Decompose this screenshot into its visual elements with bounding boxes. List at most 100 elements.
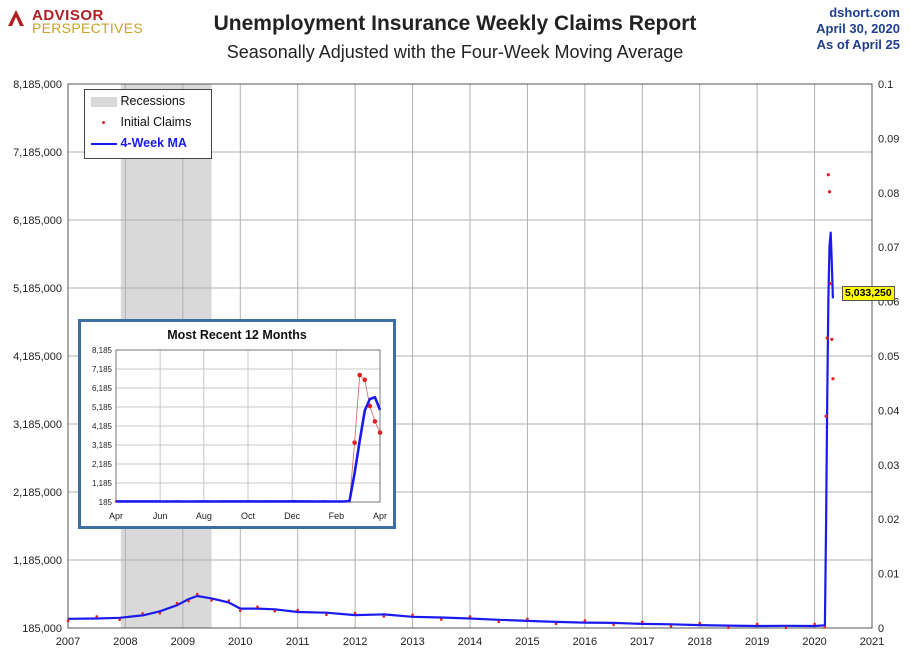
source-date: April 30, 2020	[816, 21, 900, 36]
advisor-perspectives-logo: ADVISOR PERSPECTIVES	[6, 6, 143, 40]
inset-title: Most Recent 12 Months	[167, 328, 307, 342]
inset-x-tick-label: Dec	[284, 511, 301, 521]
initial-claims-point	[325, 613, 328, 616]
x-tick-label: 2020	[802, 636, 826, 648]
x-tick-label: 2011	[286, 636, 310, 648]
inset-x-tick-label: Apr	[373, 511, 387, 521]
x-tick-label: 2007	[56, 636, 80, 648]
x-tick-label: 2016	[573, 636, 597, 648]
initial-claims-point	[826, 173, 830, 177]
x-tick-label: 2013	[400, 636, 424, 648]
recession-swatch	[91, 96, 117, 107]
y2-tick-label: 0.04	[878, 405, 899, 417]
y2-tick-label: 0.09	[878, 133, 899, 145]
initial-claims-point	[66, 619, 70, 623]
y2-tick-label: 0.05	[878, 351, 899, 363]
initial-claims-point	[296, 608, 300, 612]
y-tick-label: 185,000	[22, 623, 62, 635]
y-tick-label: 7,185,000	[13, 147, 62, 159]
y-tick-label: 8,185,000	[13, 79, 62, 91]
initial-claims-point	[273, 610, 277, 613]
inset-x-tick-label: Feb	[329, 511, 345, 521]
initial-claims-point	[256, 605, 259, 608]
initial-claims-point	[497, 620, 501, 624]
initial-claims-point	[95, 615, 99, 618]
initial-claims-point	[612, 623, 615, 627]
initial-claims-point	[831, 377, 835, 381]
plot-border	[67, 83, 873, 629]
y-tick-label: 2,185,000	[13, 487, 62, 499]
initial-claims-point	[824, 414, 828, 418]
initial-claims-point	[669, 624, 673, 628]
legend-item-recessions: Recessions	[91, 94, 185, 112]
legend-item-4-week-ma: 4-Week MA	[91, 136, 187, 154]
initial-claims-point	[187, 599, 190, 603]
initial-claims-point	[813, 622, 816, 626]
chart-subtitle: Seasonally Adjusted with the Four-Week M…	[226, 42, 684, 62]
x-tick-label: 2008	[113, 636, 137, 648]
inset-y-tick-label: 185	[99, 498, 113, 507]
inset-x-tick-label: Jun	[153, 511, 168, 521]
chart-title: Unemployment Insurance Weekly Claims Rep…	[213, 12, 697, 35]
initial-claims-point	[825, 336, 829, 340]
inset-initial-claims-point	[352, 440, 357, 445]
inset-x-tick-label: Oct	[241, 511, 256, 521]
legend-label: Recessions	[120, 94, 186, 108]
y-tick-label: 1,185,000	[13, 555, 62, 567]
x-tick-label: 2019	[745, 636, 769, 648]
initial-claims-point	[727, 626, 730, 629]
initial-claims-point	[755, 622, 759, 626]
y-tick-label: 5,185,000	[13, 283, 62, 295]
inset-initial-claims-point	[357, 372, 362, 378]
inset-panel: Most Recent 12 Months	[78, 319, 396, 529]
x-tick-label: 2009	[171, 636, 195, 648]
inset-y-tick-label: 7,185	[92, 365, 113, 374]
initial-claims-point	[210, 599, 213, 602]
initial-claims-point	[439, 618, 443, 621]
y2-tick-label: 0.02	[878, 514, 899, 526]
initial-claims-point	[554, 622, 558, 626]
inset-chart: 185 1,185 2,185 3,185 4,185 5,185 6,185 7,185 8,…	[92, 346, 387, 521]
y2-tick-label: 0.07	[878, 242, 899, 254]
claims-dot-swatch	[91, 118, 117, 128]
initial-claims-point	[829, 281, 833, 286]
initial-claims-point	[698, 621, 702, 625]
inset-y-tick-label: 4,185	[92, 422, 113, 431]
initial-claims-point	[640, 620, 644, 624]
y2-tick-label: 0.01	[878, 569, 899, 581]
legend-label: 4-Week MA	[120, 136, 187, 150]
source-site: dshort.com	[829, 5, 900, 20]
x-tick-label: 2017	[630, 636, 654, 648]
initial-claims-point	[175, 601, 179, 605]
y2-tick-label: 0.08	[878, 188, 899, 200]
initial-claims-point	[823, 625, 827, 629]
y-tick-label: 3,185,000	[13, 419, 62, 431]
x-tick-label: 2021	[860, 636, 884, 648]
initial-claims-point	[353, 611, 357, 615]
initial-claims-point	[784, 626, 788, 630]
x-tick-label: 2012	[343, 636, 367, 648]
initial-claims-point	[526, 617, 529, 621]
initial-claims-point	[583, 619, 587, 622]
logo-mark-icon	[8, 10, 24, 26]
ma-line-swatch	[91, 142, 117, 145]
y-tick-label: 4,185,000	[13, 351, 62, 363]
y2-tick-label: 0	[878, 623, 884, 635]
inset-initial-claims-point	[362, 377, 368, 383]
legend-item-initial-claims: Initial Claims	[91, 115, 191, 133]
initial-claims-point	[141, 612, 144, 615]
initial-claims-point	[468, 615, 472, 618]
x-tick-label: 2015	[515, 636, 539, 648]
logo-text-bottom: PERSPECTIVES	[32, 20, 143, 36]
latest-value-callout: 5,033,250	[842, 286, 895, 301]
series-line-4-week-ma	[67, 231, 834, 628]
inset-x-tick-label: Apr	[109, 511, 123, 521]
inset-y-tick-label: 1,185	[92, 479, 113, 488]
inset-y-tick-label: 2,185	[92, 460, 113, 469]
inset-x-tick-label: Aug	[196, 511, 212, 521]
inset-y-tick-label: 6,185	[92, 384, 113, 393]
y2-tick-label: 0.1	[878, 79, 893, 91]
initial-claims-point	[195, 592, 199, 596]
source-as-of: As of April 25	[816, 37, 900, 52]
x-tick-label: 2010	[228, 636, 252, 648]
